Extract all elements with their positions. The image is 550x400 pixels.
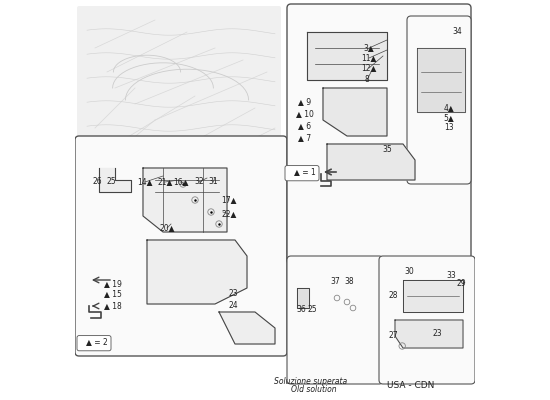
Polygon shape (307, 32, 387, 80)
Text: 25: 25 (307, 306, 317, 314)
Text: ▲ 10: ▲ 10 (296, 110, 314, 118)
Text: 13: 13 (444, 124, 454, 132)
Text: 16▲: 16▲ (173, 178, 189, 186)
Polygon shape (417, 48, 465, 112)
Text: Soluzione superata: Soluzione superata (274, 378, 348, 386)
Text: ▲ = 2: ▲ = 2 (86, 338, 108, 346)
Text: ▲ 9: ▲ 9 (299, 98, 311, 106)
Polygon shape (219, 312, 275, 344)
Text: 14▲: 14▲ (138, 178, 153, 186)
FancyBboxPatch shape (285, 166, 319, 181)
Text: 24: 24 (228, 302, 238, 310)
Text: Old solution: Old solution (290, 386, 336, 394)
Text: 8: 8 (365, 76, 370, 84)
FancyBboxPatch shape (287, 256, 383, 384)
Text: 30: 30 (404, 268, 414, 276)
Polygon shape (99, 168, 131, 192)
Text: 36: 36 (296, 306, 306, 314)
Text: 17▲: 17▲ (221, 196, 236, 204)
Polygon shape (323, 88, 387, 136)
Text: 27: 27 (388, 332, 398, 340)
Text: 20▲: 20▲ (160, 224, 175, 232)
Text: ▲ 19: ▲ 19 (104, 280, 122, 288)
Text: 37: 37 (330, 278, 340, 286)
Polygon shape (143, 168, 227, 232)
Text: 4▲: 4▲ (444, 104, 454, 112)
Text: ▲ = 1: ▲ = 1 (294, 168, 316, 176)
Text: 29: 29 (456, 280, 466, 288)
Polygon shape (147, 240, 247, 304)
Text: 34: 34 (452, 28, 462, 36)
Text: 26: 26 (92, 178, 102, 186)
Text: ▲ 7: ▲ 7 (299, 134, 311, 142)
FancyBboxPatch shape (75, 136, 287, 356)
Text: 35: 35 (382, 146, 392, 154)
Text: 3▲: 3▲ (364, 44, 375, 52)
FancyBboxPatch shape (77, 336, 111, 351)
Text: ▲ 6: ▲ 6 (299, 122, 311, 130)
FancyBboxPatch shape (407, 16, 471, 184)
Text: 28: 28 (388, 292, 398, 300)
Text: 38: 38 (344, 278, 354, 286)
Polygon shape (327, 144, 415, 180)
FancyBboxPatch shape (77, 6, 281, 222)
FancyBboxPatch shape (379, 256, 475, 384)
Text: 11▲: 11▲ (361, 54, 377, 62)
Text: 25: 25 (106, 178, 116, 186)
Text: 23: 23 (432, 330, 442, 338)
Text: USA - CDN: USA - CDN (387, 382, 434, 390)
Text: 32: 32 (194, 178, 204, 186)
Polygon shape (395, 320, 463, 348)
Text: 22▲: 22▲ (221, 210, 236, 218)
Text: 33: 33 (446, 272, 456, 280)
Polygon shape (297, 288, 309, 308)
Polygon shape (403, 280, 463, 312)
Text: 23: 23 (228, 290, 238, 298)
Text: 31: 31 (208, 178, 218, 186)
Text: ▲ 18: ▲ 18 (104, 302, 122, 310)
Text: 12▲: 12▲ (361, 64, 377, 72)
Text: 5▲: 5▲ (444, 114, 454, 122)
Text: 21▲: 21▲ (157, 178, 173, 186)
FancyBboxPatch shape (287, 4, 471, 264)
Text: ▲ 15: ▲ 15 (104, 290, 122, 298)
